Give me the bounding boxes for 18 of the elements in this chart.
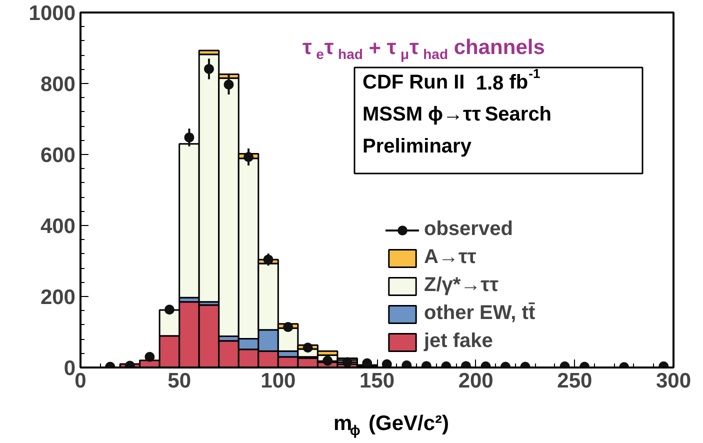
y-tick-label: 600 — [40, 144, 76, 167]
x-tick-label: 250 — [557, 370, 592, 392]
x-tick-label: 300 — [656, 370, 692, 392]
x-tick-label: 50 — [168, 370, 192, 392]
y-tick-label: 400 — [40, 215, 76, 238]
annotation: MSSM ϕ→ττ Search — [362, 104, 552, 126]
x-tick-label: 200 — [458, 370, 494, 392]
x-tick-label: 150 — [359, 370, 395, 392]
x-tick-label: 100 — [260, 370, 296, 392]
y-tick-label: 1000 — [28, 2, 76, 25]
legend-label: observed — [424, 218, 513, 241]
legend-label: other EW, tt̄ — [424, 302, 536, 325]
legend-label: Z/γ*→ττ — [424, 274, 499, 297]
y-tick-label: 800 — [40, 73, 76, 96]
y-tick-label: 200 — [40, 286, 76, 309]
annotation: Preliminary — [362, 136, 472, 158]
legend-label: A→ττ — [424, 246, 476, 269]
legend-label: jet fake — [424, 330, 493, 353]
